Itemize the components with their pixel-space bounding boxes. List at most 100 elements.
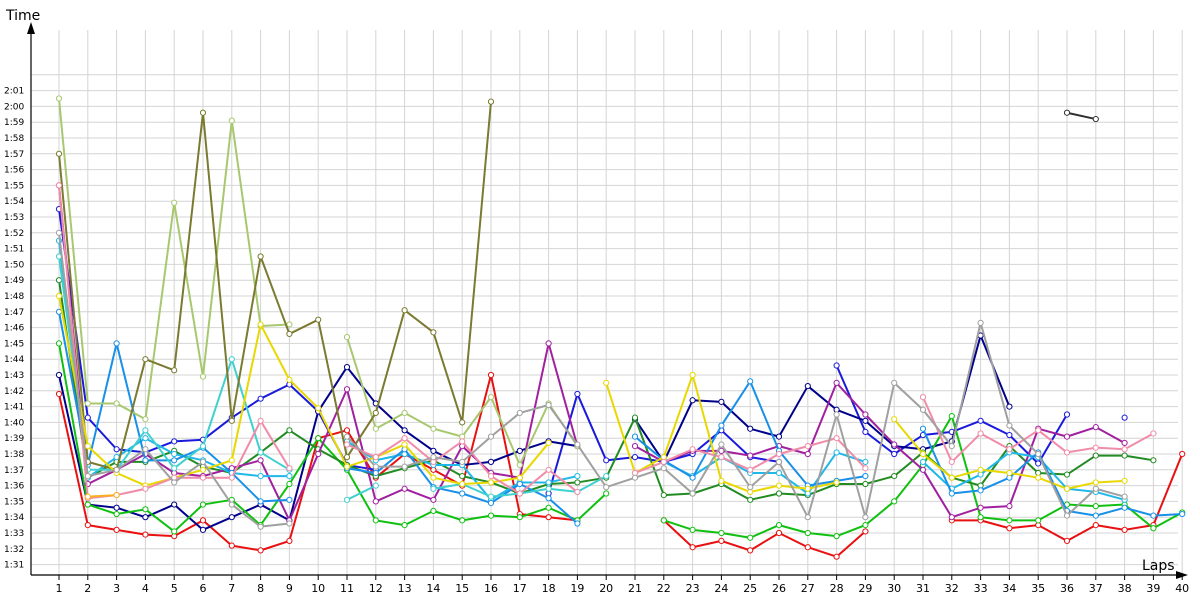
data-point [1035, 450, 1042, 458]
data-point [401, 435, 408, 442]
data-point [343, 441, 351, 448]
data-point [257, 395, 264, 402]
data-point [1006, 469, 1013, 477]
data-point [487, 371, 495, 379]
series-7 [55, 237, 1128, 503]
data-point [919, 406, 927, 413]
series-layer [55, 95, 1186, 560]
data-point [977, 319, 984, 326]
x-tick-label: 5 [171, 582, 178, 595]
data-point [113, 510, 120, 518]
data-point [862, 522, 869, 529]
data-point [228, 474, 235, 481]
data-point [487, 479, 495, 486]
data-point [804, 514, 811, 521]
series-1 [55, 371, 1186, 560]
y-tick-label: 1:41 [4, 403, 24, 413]
y-tick-label: 1:57 [4, 150, 24, 160]
y-tick-label: 1:55 [4, 181, 24, 191]
x-tick-label: 15 [455, 582, 469, 595]
data-point [718, 477, 725, 484]
data-point [1150, 457, 1157, 464]
data-point [891, 379, 898, 386]
data-point [1092, 512, 1099, 519]
data-point [487, 458, 495, 465]
data-point [84, 400, 91, 407]
y-axis-arrow-icon [27, 22, 35, 34]
y-tick-label: 1:50 [4, 260, 24, 270]
data-point [516, 447, 523, 454]
data-point [1063, 109, 1071, 116]
data-point [977, 514, 984, 521]
data-point [631, 414, 639, 421]
data-point [142, 506, 149, 513]
data-point [574, 473, 581, 480]
data-point [228, 356, 235, 363]
y-tick-label: 1:49 [4, 276, 24, 286]
data-point [372, 454, 379, 461]
data-point [1092, 485, 1099, 492]
data-point [631, 454, 639, 461]
data-point [574, 520, 581, 527]
data-point [343, 364, 351, 371]
y-tick-label: 1:35 [4, 497, 24, 507]
data-point [948, 514, 955, 521]
y-tick-label: 2:01 [4, 87, 24, 97]
data-point [113, 340, 120, 347]
data-point [747, 496, 754, 503]
data-point [1179, 450, 1186, 458]
data-point [631, 433, 639, 440]
data-point [401, 522, 408, 529]
data-point [430, 496, 437, 503]
data-point [228, 457, 235, 464]
data-point [775, 522, 783, 529]
data-point [1121, 452, 1128, 459]
data-point [516, 474, 523, 481]
data-point [516, 461, 523, 469]
data-point [804, 443, 811, 450]
data-point [1063, 411, 1071, 418]
y-tick-label: 1:56 [4, 166, 24, 176]
data-point [401, 441, 408, 448]
data-point [1063, 471, 1071, 478]
data-point [343, 433, 351, 440]
series-line [87, 494, 117, 498]
data-point [747, 484, 754, 491]
data-point [84, 443, 91, 450]
series-6 [55, 182, 1128, 524]
data-point [430, 485, 437, 492]
data-point [775, 482, 783, 489]
data-point [516, 490, 523, 497]
series-line [346, 321, 1125, 519]
data-point [1121, 526, 1128, 533]
data-point [372, 409, 379, 417]
x-tick-label: 21 [628, 582, 642, 595]
data-point [257, 457, 264, 464]
y-tick-label: 1:48 [4, 292, 24, 302]
data-point [487, 493, 495, 500]
series-4 [55, 340, 1186, 541]
data-point [977, 417, 984, 424]
data-point [862, 417, 869, 424]
data-point [84, 414, 91, 421]
data-point [833, 411, 840, 418]
x-tick-label: 40 [1175, 582, 1189, 595]
y-tick-label: 1:42 [4, 387, 24, 397]
data-point [948, 458, 955, 465]
data-point [113, 400, 120, 407]
series-line [58, 208, 376, 471]
data-point [689, 490, 696, 497]
data-point [545, 495, 552, 502]
data-point [142, 356, 149, 363]
series-line [634, 334, 1011, 463]
data-point [574, 488, 581, 496]
data-point [862, 465, 869, 472]
data-point [1092, 479, 1099, 486]
data-point [257, 498, 264, 505]
data-point [919, 394, 927, 401]
y-tick-label: 2:00 [4, 102, 24, 112]
data-point [343, 386, 351, 393]
data-point [804, 382, 811, 390]
data-point [1092, 115, 1099, 123]
data-point [372, 482, 379, 489]
